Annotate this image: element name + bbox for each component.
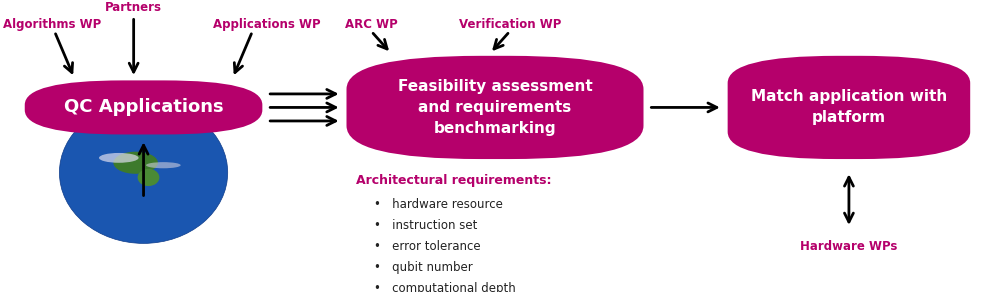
Ellipse shape [99,153,139,163]
Text: Match application with
platform: Match application with platform [750,89,947,126]
Text: Partners: Partners [105,1,162,14]
Text: Applications WP: Applications WP [213,18,321,31]
FancyBboxPatch shape [346,56,644,159]
Text: ARC WP: ARC WP [345,18,398,31]
FancyBboxPatch shape [728,56,970,159]
Text: •   computational depth: • computational depth [374,282,516,292]
Text: Architectural requirements:: Architectural requirements: [356,174,551,187]
Text: Feasibility assessment
and requirements
benchmarking: Feasibility assessment and requirements … [398,79,592,136]
Ellipse shape [113,152,158,174]
Ellipse shape [138,169,159,186]
Text: •   instruction set: • instruction set [374,219,477,232]
Ellipse shape [146,162,181,168]
FancyBboxPatch shape [25,80,262,135]
Text: Hardware WPs: Hardware WPs [800,240,898,253]
Text: •   error tolerance: • error tolerance [374,240,481,253]
Text: •   qubit number: • qubit number [374,261,473,274]
Text: QC Applications: QC Applications [63,98,224,117]
Text: Algorithms WP: Algorithms WP [3,18,101,31]
Text: Verification WP: Verification WP [458,18,561,31]
Text: •   hardware resource: • hardware resource [374,198,503,211]
Ellipse shape [59,102,228,244]
